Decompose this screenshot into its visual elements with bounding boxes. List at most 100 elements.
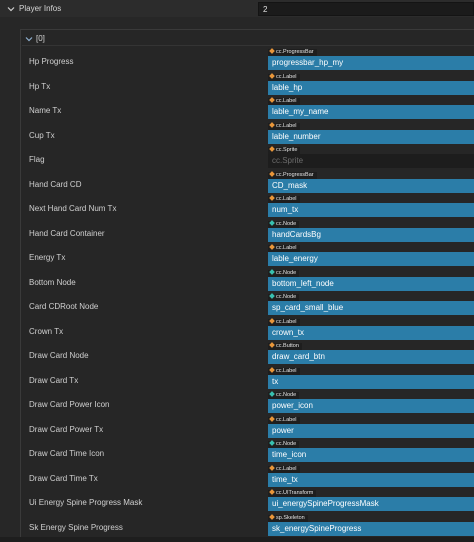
component-type-text: cc.Node <box>276 269 297 276</box>
reference-value: CD_mask <box>272 180 308 190</box>
component-type-tag: cc.Node <box>268 293 300 301</box>
component-type-tag: cc.Label <box>268 195 300 203</box>
reference-field[interactable]: num_tx <box>268 203 474 217</box>
property-row: Draw Card Power Icon cc.Node power_icon <box>0 391 474 417</box>
reference-field[interactable]: handCardsBg <box>268 227 474 242</box>
component-type-text: cc.Label <box>276 196 297 202</box>
reference-value: time_icon <box>272 450 307 459</box>
property-label: Draw Card Tx <box>29 375 79 385</box>
array-element-label: [0] <box>36 34 45 43</box>
property-row: Crown Tx cc.Label crown_tx <box>0 317 474 344</box>
component-type-text: cc.Sprite <box>276 147 298 153</box>
property-label: Bottom Node <box>29 277 76 287</box>
reference-field[interactable]: bottom_left_node <box>268 276 474 291</box>
label-orange-diamond-icon <box>269 415 275 422</box>
chevron-down-icon[interactable] <box>7 5 15 13</box>
reference-field[interactable]: time_icon <box>268 448 474 462</box>
component-type-text: sp.Skeleton <box>276 514 305 521</box>
reference-field[interactable]: cc.Sprite <box>268 154 474 168</box>
property-row: Draw Card Tx cc.Label tx <box>0 366 474 393</box>
divider <box>0 537 474 542</box>
property-label: Sk Energy Spine Progress <box>29 522 123 532</box>
reference-field[interactable]: sk_energySpineProgress <box>268 521 474 536</box>
component-type-tag: cc.ProgressBar <box>268 48 317 56</box>
component-type-tag: cc.Label <box>268 72 300 81</box>
label-orange-diamond-icon <box>269 317 275 324</box>
label-orange-diamond-icon <box>269 342 275 348</box>
property-label: Draw Card Power Tx <box>29 424 104 434</box>
component-type-tag: cc.Label <box>268 244 300 252</box>
label-orange-diamond-icon <box>269 48 275 54</box>
property-label: Draw Card Node <box>29 351 89 360</box>
component-type-text: cc.Label <box>276 245 297 251</box>
reference-field[interactable]: lable_energy <box>268 252 474 266</box>
reference-field[interactable]: ui_energySpineProgressMask <box>268 497 474 511</box>
reference-field[interactable]: sp_card_small_blue <box>268 301 474 315</box>
reference-field[interactable]: CD_mask <box>268 178 474 193</box>
reference-field[interactable]: tx <box>268 374 474 389</box>
reference-field[interactable]: lable_number <box>268 129 474 144</box>
property-row: Draw Card Node cc.Button draw_card_btn <box>0 342 474 368</box>
node-teal-diamond-icon <box>269 268 275 275</box>
property-label: Next Hand Card Num Tx <box>29 204 117 213</box>
component-type-text: cc.Node <box>276 294 297 300</box>
component-type-tag: cc.Button <box>268 342 302 350</box>
property-row: Energy Tx cc.Label lable_energy <box>0 244 474 270</box>
array-size-field[interactable]: 2 <box>258 2 474 16</box>
reference-field[interactable]: lable_hp <box>268 80 474 95</box>
label-orange-diamond-icon <box>269 489 275 495</box>
property-label: Hp Progress <box>29 57 74 66</box>
player-infos-header-row[interactable]: Player Infos 2 <box>0 0 474 17</box>
property-label: Flag <box>29 155 45 164</box>
reference-field[interactable]: draw_card_btn <box>268 350 474 364</box>
property-row: Flag cc.Sprite cc.Sprite <box>0 146 474 172</box>
label-orange-diamond-icon <box>269 513 275 520</box>
reference-value: crown_tx <box>272 327 305 337</box>
property-row: Hp Progress cc.ProgressBar progressbar_hp_… <box>0 48 474 74</box>
label-orange-diamond-icon <box>269 72 275 79</box>
label-orange-diamond-icon <box>269 244 275 250</box>
property-label: Draw Card Time Tx <box>29 473 98 483</box>
reference-value: ui_energySpineProgressMask <box>272 499 379 508</box>
property-row: Draw Card Time Tx cc.Label time_tx <box>0 464 474 491</box>
component-type-text: cc.Label <box>276 73 297 80</box>
reference-value: handCardsBg <box>272 229 321 239</box>
label-orange-diamond-icon <box>269 195 275 201</box>
property-label: Draw Card Time Icon <box>29 449 105 458</box>
property-row: Name Tx cc.Label lable_my_name <box>0 97 474 123</box>
reference-field[interactable]: progressbar_hp_my <box>268 56 474 70</box>
component-type-tag: cc.Node <box>268 440 300 448</box>
property-label: Crown Tx <box>29 326 64 336</box>
reference-field[interactable]: crown_tx <box>268 325 474 340</box>
property-row: Ui Energy Spine Progress Mask cc.UITransf… <box>0 489 474 515</box>
component-type-text: cc.Label <box>276 318 297 325</box>
property-label: Name Tx <box>29 106 62 115</box>
label-orange-diamond-icon <box>269 366 275 373</box>
reference-field[interactable]: time_tx <box>268 472 474 487</box>
component-type-text: cc.Label <box>276 98 297 104</box>
divider <box>22 45 474 46</box>
component-type-tag: cc.Label <box>268 317 300 326</box>
property-label: Hp Tx <box>29 81 51 91</box>
component-type-tag: cc.Node <box>268 219 300 228</box>
reference-field[interactable]: power_icon <box>268 399 474 413</box>
component-type-text: cc.Node <box>276 220 297 227</box>
component-type-text: cc.Label <box>276 416 297 423</box>
component-type-text: cc.UITransform <box>276 490 314 496</box>
component-type-tag: cc.Label <box>268 464 300 473</box>
reference-value: time_tx <box>272 474 298 484</box>
reference-field[interactable]: lable_my_name <box>268 105 474 119</box>
property-row: Draw Card Time Icon cc.Node time_icon <box>0 440 474 466</box>
label-orange-diamond-icon <box>269 97 275 103</box>
reference-value: sp_card_small_blue <box>272 303 344 312</box>
reference-value: tx <box>272 376 279 386</box>
component-type-text: cc.Button <box>276 343 299 349</box>
component-type-text: cc.Label <box>276 465 297 472</box>
component-type-text: cc.Node <box>276 441 297 447</box>
component-type-tag: cc.ProgressBar <box>268 170 317 179</box>
chevron-down-icon[interactable] <box>25 35 33 43</box>
component-type-tag: cc.Node <box>268 391 300 399</box>
property-label: Cup Tx <box>29 130 55 140</box>
reference-value: lable_my_name <box>272 107 329 116</box>
reference-field[interactable]: power <box>268 423 474 438</box>
